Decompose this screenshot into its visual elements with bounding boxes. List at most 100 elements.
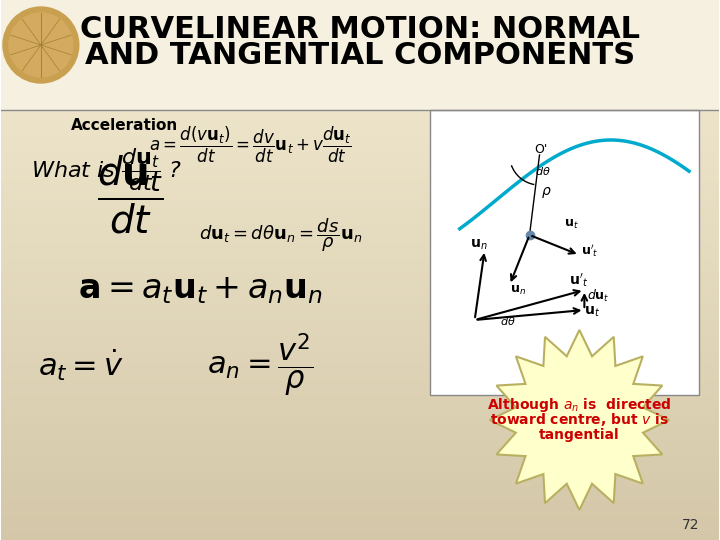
Bar: [1, 281, 719, 282]
Bar: [1, 41, 719, 42]
Bar: [1, 321, 719, 322]
Bar: [1, 413, 719, 414]
Bar: [1, 522, 719, 523]
Bar: [1, 399, 719, 400]
Bar: [1, 466, 719, 467]
Bar: [1, 362, 719, 363]
Bar: [1, 503, 719, 504]
Bar: [1, 196, 719, 197]
Bar: [1, 14, 719, 15]
Bar: [1, 56, 719, 57]
Bar: [1, 480, 719, 481]
Bar: [1, 379, 719, 380]
Bar: [1, 441, 719, 442]
Bar: [1, 510, 719, 511]
Bar: [1, 97, 719, 98]
Bar: [1, 132, 719, 133]
Bar: [1, 40, 719, 41]
Text: Although $a_n$ is  directed: Although $a_n$ is directed: [487, 396, 672, 414]
Bar: [1, 316, 719, 317]
Bar: [1, 54, 719, 55]
Bar: [1, 421, 719, 422]
Bar: [1, 290, 719, 291]
Bar: [1, 143, 719, 144]
Bar: [1, 198, 719, 199]
Bar: [1, 100, 719, 101]
Text: What is $\dfrac{d\mathbf{u}_t}{dt}$ ?: What is $\dfrac{d\mathbf{u}_t}{dt}$ ?: [31, 147, 181, 193]
Bar: [1, 197, 719, 198]
Bar: [1, 422, 719, 423]
Bar: [1, 268, 719, 269]
Bar: [1, 305, 719, 306]
Bar: [1, 99, 719, 100]
Bar: [1, 250, 719, 251]
Bar: [1, 116, 719, 117]
Bar: [1, 400, 719, 401]
Bar: [1, 516, 719, 517]
Bar: [1, 535, 719, 536]
Bar: [1, 434, 719, 435]
Bar: [1, 303, 719, 304]
Bar: [1, 36, 719, 37]
Bar: [1, 270, 719, 271]
Bar: [1, 206, 719, 207]
Bar: [1, 229, 719, 230]
Bar: [1, 278, 719, 279]
Bar: [1, 462, 719, 463]
Bar: [1, 351, 719, 352]
Bar: [1, 501, 719, 502]
Bar: [1, 265, 719, 266]
Bar: [1, 450, 719, 451]
Bar: [1, 397, 719, 398]
Bar: [1, 289, 719, 290]
Bar: [1, 425, 719, 426]
Text: $a_n = \dfrac{v^2}{\rho}$: $a_n = \dfrac{v^2}{\rho}$: [207, 332, 313, 399]
Bar: [1, 485, 719, 486]
Bar: [1, 202, 719, 203]
Bar: [1, 306, 719, 307]
Bar: [1, 47, 719, 48]
Bar: [1, 83, 719, 84]
Bar: [1, 67, 719, 68]
Bar: [1, 336, 719, 337]
Bar: [1, 426, 719, 427]
Bar: [1, 309, 719, 310]
Bar: [1, 64, 719, 65]
Bar: [1, 333, 719, 334]
Bar: [1, 517, 719, 518]
Bar: [1, 275, 719, 276]
Bar: [1, 445, 719, 446]
Bar: [1, 253, 719, 254]
Bar: [1, 115, 719, 116]
Bar: [1, 438, 719, 439]
Bar: [1, 346, 719, 347]
Bar: [1, 455, 719, 456]
Bar: [1, 216, 719, 217]
Bar: [1, 490, 719, 491]
Bar: [1, 94, 719, 95]
Bar: [1, 274, 719, 275]
Text: 72: 72: [682, 518, 699, 532]
Bar: [1, 366, 719, 367]
Bar: [1, 382, 719, 383]
Bar: [1, 458, 719, 459]
Bar: [1, 276, 719, 277]
Bar: [1, 472, 719, 473]
Bar: [1, 374, 719, 375]
Bar: [1, 347, 719, 348]
Bar: [1, 151, 719, 152]
Bar: [1, 345, 719, 346]
Bar: [1, 175, 719, 176]
Bar: [1, 230, 719, 231]
Bar: [1, 17, 719, 18]
Bar: [1, 163, 719, 164]
Bar: [1, 128, 719, 129]
Bar: [1, 461, 719, 462]
Bar: [1, 182, 719, 183]
Bar: [1, 364, 719, 365]
Bar: [1, 264, 719, 265]
Bar: [1, 190, 719, 191]
Bar: [1, 165, 719, 166]
Bar: [1, 62, 719, 63]
Bar: [1, 408, 719, 409]
